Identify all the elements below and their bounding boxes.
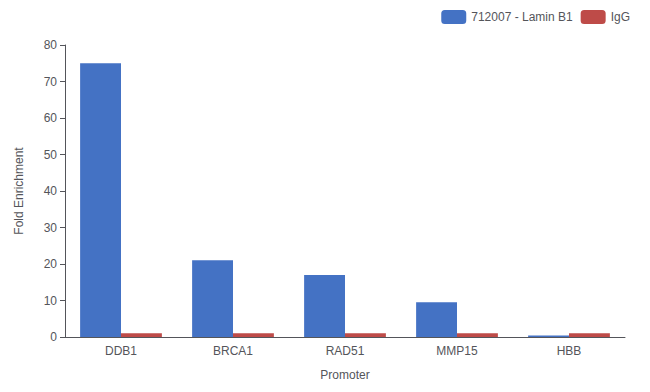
- svg-text:20: 20: [44, 257, 58, 271]
- svg-text:Fold Enrichment: Fold Enrichment: [12, 147, 26, 235]
- svg-text:HBB: HBB: [557, 344, 582, 358]
- svg-text:MMP15: MMP15: [436, 344, 478, 358]
- svg-text:50: 50: [44, 148, 58, 162]
- svg-text:40: 40: [44, 184, 58, 198]
- svg-text:30: 30: [44, 221, 58, 235]
- svg-text:712007 - Lamin B1: 712007 - Lamin B1: [471, 10, 573, 24]
- svg-text:Promoter: Promoter: [320, 368, 369, 382]
- svg-text:70: 70: [44, 75, 58, 89]
- svg-text:60: 60: [44, 111, 58, 125]
- svg-text:RAD51: RAD51: [326, 344, 365, 358]
- svg-text:IgG: IgG: [611, 10, 630, 24]
- svg-text:0: 0: [50, 330, 57, 344]
- svg-text:DDB1: DDB1: [105, 344, 137, 358]
- svg-text:BRCA1: BRCA1: [213, 344, 253, 358]
- svg-text:10: 10: [44, 294, 58, 308]
- svg-text:80: 80: [44, 38, 58, 52]
